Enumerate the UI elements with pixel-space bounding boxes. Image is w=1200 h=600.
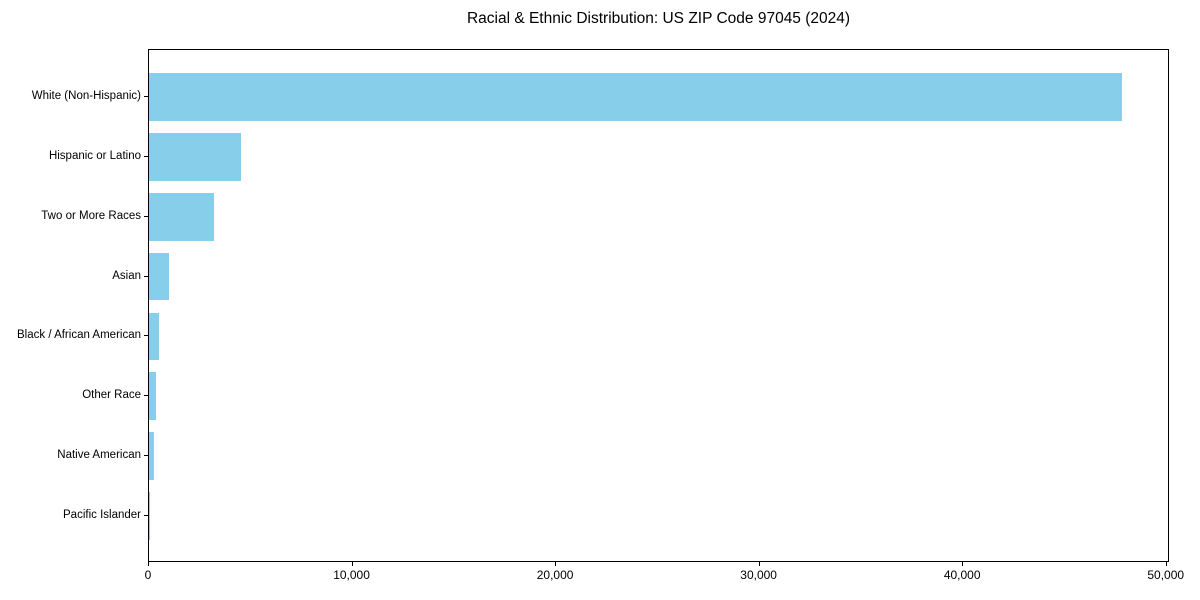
x-tick-label: 40,000 (943, 568, 981, 582)
x-tick-label: 50,000 (1147, 568, 1185, 582)
bar (149, 372, 157, 421)
x-tick-label: 30,000 (740, 568, 777, 582)
bar (149, 192, 214, 241)
y-tick-label: Asian (112, 269, 141, 282)
y-tick-label: Pacific Islander (63, 508, 141, 521)
y-tick-label: Black / African American (17, 329, 141, 342)
x-tick-mark (1165, 562, 1167, 566)
y-tick-mark (144, 455, 148, 456)
x-tick-mark (351, 562, 353, 566)
y-tick-label: White (Non-Hispanic) (31, 90, 141, 103)
y-tick-label: Other Race (82, 389, 141, 402)
bar (149, 312, 160, 361)
bar (149, 133, 241, 181)
bar (149, 73, 1122, 122)
x-tick-label: 10,000 (333, 568, 370, 582)
y-tick-label: Native American (57, 449, 141, 461)
chart-title: Racial & Ethnic Distribution: US ZIP Cod… (466, 10, 851, 27)
x-tick-label: 0 (144, 568, 152, 582)
x-tick-mark (555, 562, 557, 566)
y-tick-label: Hispanic or Latino (48, 150, 141, 162)
x-tick-mark (758, 562, 760, 566)
x-tick-mark (148, 562, 149, 566)
y-tick-mark (144, 514, 148, 516)
y-tick-mark (144, 395, 148, 397)
y-tick-mark (144, 275, 148, 277)
x-tick-mark (962, 562, 964, 566)
y-tick-mark (144, 335, 148, 337)
bar (149, 432, 155, 480)
y-tick-mark (144, 215, 148, 217)
y-tick-mark (144, 156, 148, 157)
bar (149, 491, 150, 540)
bar (149, 252, 170, 301)
x-tick-label: 20,000 (536, 568, 574, 582)
y-tick-label: Two or More Races (41, 209, 141, 222)
y-tick-mark (144, 96, 148, 98)
plot-area (148, 49, 1169, 562)
